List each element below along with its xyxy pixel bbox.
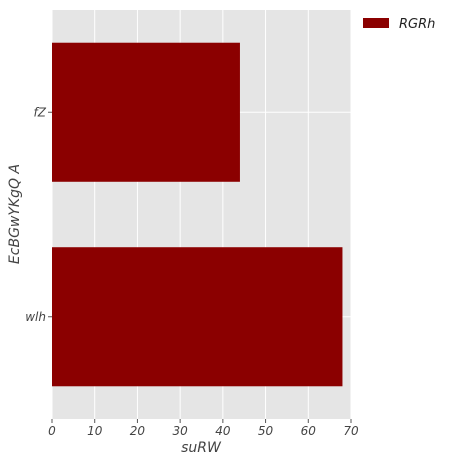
y-axis-ticks: fZ wlh bbox=[25, 105, 52, 324]
x-tick-label: 60 bbox=[301, 424, 317, 438]
y-axis-label: EcBGwYKgQ A bbox=[7, 164, 23, 264]
x-tick-label: 40 bbox=[215, 424, 231, 438]
legend: RGRh bbox=[363, 17, 435, 32]
bars bbox=[52, 42, 343, 387]
bar-wlh bbox=[52, 247, 343, 387]
y-tick-label: fZ bbox=[34, 105, 47, 119]
x-axis-label: suRW bbox=[181, 440, 222, 456]
x-axis-ticks: 0 10 20 30 40 50 60 70 bbox=[48, 419, 359, 438]
y-tick-label: wlh bbox=[25, 310, 46, 324]
x-tick-label: 20 bbox=[130, 424, 146, 438]
x-tick-label: 30 bbox=[173, 424, 189, 438]
x-tick-label: 70 bbox=[343, 424, 359, 438]
legend-swatch bbox=[363, 18, 389, 28]
legend-label: RGRh bbox=[399, 17, 435, 32]
x-tick-label: 10 bbox=[87, 424, 103, 438]
x-tick-label: 0 bbox=[48, 424, 56, 438]
x-tick-label: 50 bbox=[258, 424, 274, 438]
bar-fZ bbox=[52, 42, 240, 182]
